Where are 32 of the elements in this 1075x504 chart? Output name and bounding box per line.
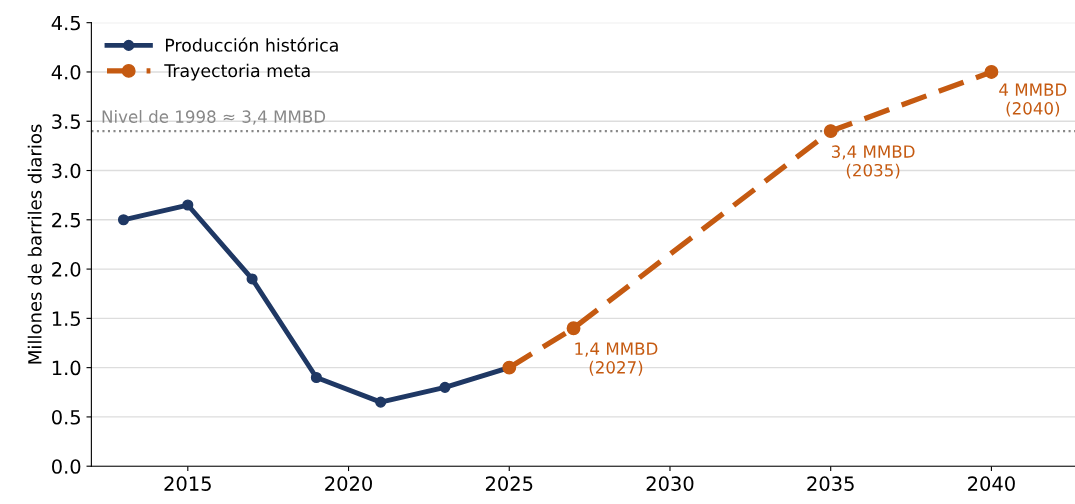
point [375,396,387,408]
y-tick-label: 2.0 [52,262,81,277]
legend-label: Producción histórica [166,37,338,52]
y-tick-label: 4.5 [51,15,80,31]
y-tick-label: 4.0 [51,64,81,80]
point [823,124,838,139]
x-tick-label: 2025 [485,476,533,491]
y-tick-label: 0.5 [52,409,80,425]
y-tick-label: 2.5 [52,212,80,228]
point [310,371,322,384]
x-tick-label: 2035 [807,476,854,491]
y-tick-label: 1.0 [52,360,81,376]
y-tick-label: 3.0 [52,163,81,179]
point [984,65,999,79]
point [117,214,130,226]
point [439,381,451,393]
point [182,199,194,211]
x-tick-label: 2040 [968,476,1015,491]
y-tick-label: 0.0 [52,459,81,474]
legend-label: Trayectoria meta [164,63,310,81]
y-axis-title: Millones de barriles diarios [27,124,42,364]
x-tick-label: 2015 [164,476,211,491]
x-tick-label: 2020 [325,476,372,491]
y-tick-label: 3.5 [52,114,80,129]
annotation: 4 MMBD (2040) [999,83,1067,117]
point [566,321,581,336]
annotation: 3,4 MMBD (2035) [831,145,915,179]
point [246,273,258,285]
y-tick-label: 1.5 [52,311,80,327]
annotation: 1,4 MMBD (2027) [575,342,658,376]
ref-line-label: Nivel de 1998 ≈ 3,4 MMBD [102,110,326,125]
x-tick-label: 2030 [646,476,694,491]
